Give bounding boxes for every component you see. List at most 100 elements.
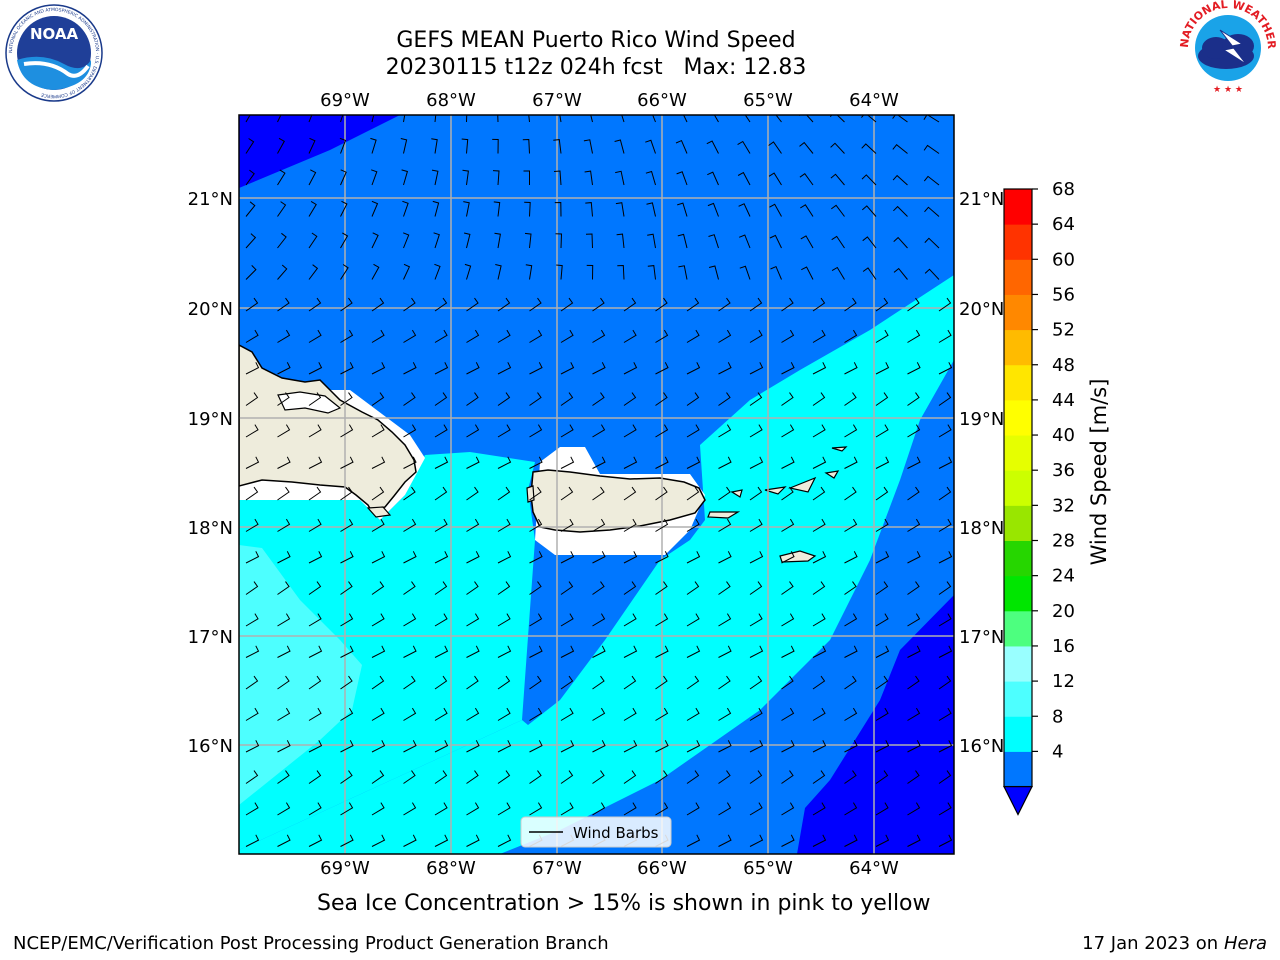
lat-label: 21°N: [188, 189, 233, 210]
colorbar-tick-label: 48: [1052, 355, 1075, 376]
wind-barb: [308, 707, 322, 721]
wind-barb: [277, 201, 287, 217]
wind-barb: [655, 707, 669, 721]
sea-ice-caption: Sea Ice Concentration > 15% is shown in …: [317, 891, 931, 916]
wind-barb: [749, 551, 764, 564]
wind-barb: [718, 675, 731, 690]
lat-label: 18°N: [959, 518, 1004, 539]
wind-barb: [277, 362, 291, 375]
wind-barb: [617, 264, 625, 280]
wind-barb: [308, 834, 323, 847]
wind-barb: [340, 834, 354, 847]
colorbar-tick-label: 40: [1052, 425, 1075, 446]
colorbar: 68 64 60 56 52 48 44 40 36 32 28 24 20 16 12 8 4: [1003, 179, 1075, 816]
wind-barb: [583, 139, 593, 154]
wind-barb: [875, 456, 890, 469]
footer-date-text: 17 Jan 2023 on: [1082, 933, 1224, 954]
wind-barb: [524, 232, 532, 249]
wind-barb: [434, 518, 448, 532]
wind-barb: [434, 802, 448, 816]
wind-barb: [801, 266, 814, 280]
wind-barb: [623, 518, 637, 532]
wind-barb: [497, 329, 511, 343]
colorbar-segment: [1004, 294, 1032, 331]
wind-barb: [686, 581, 700, 595]
wind-barb: [245, 707, 259, 721]
wind-barb: [645, 170, 656, 186]
colorbar-segment: [1004, 540, 1032, 577]
wind-barb: [560, 675, 574, 690]
colorbar-segment: [1004, 435, 1032, 471]
wind-barb: [371, 424, 385, 438]
wind-barb: [923, 115, 940, 123]
wind-barb: [585, 233, 593, 249]
wind-barb: [560, 581, 574, 595]
band-0-4-southeast: [797, 595, 954, 854]
wind-barb: [308, 486, 322, 501]
wind-barb: [529, 802, 543, 816]
wind-barb: [560, 518, 574, 532]
wind-barb: [277, 486, 290, 501]
wind-barb: [861, 174, 877, 186]
wind-barb: [800, 204, 814, 217]
wind-barb: [560, 770, 574, 784]
wind-barb: [371, 232, 379, 249]
colorbar-segment: [1004, 681, 1032, 717]
wind-barb: [371, 392, 385, 406]
wind-barb: [655, 551, 669, 564]
wind-barb: [718, 645, 732, 658]
samana-bay: [277, 391, 342, 414]
bvi-island: [787, 476, 817, 493]
sombrero-island: [831, 446, 848, 452]
wind-barb: [875, 675, 889, 690]
wind-barb: [875, 551, 890, 564]
lat-label: 18°N: [188, 518, 233, 539]
wind-barb: [522, 138, 530, 154]
band-8-12-east: [239, 275, 954, 854]
wind-barb: [749, 802, 763, 816]
culebra-island: [730, 489, 743, 498]
wind-barb: [907, 802, 921, 816]
wind-barb: [769, 234, 782, 249]
wind-barb: [718, 581, 731, 595]
wind-barb: [800, 235, 814, 249]
wind-barb: [907, 613, 921, 627]
wind-barb: [686, 613, 700, 627]
wind-barb: [592, 707, 606, 721]
lon-label: 64°W: [849, 90, 899, 111]
wind-barb: [245, 169, 255, 186]
wind-barb: [769, 203, 782, 217]
wind-barb: [749, 740, 764, 753]
lat-label: 16°N: [188, 736, 233, 757]
colorbar-segment: [1004, 364, 1032, 401]
wind-barb: [749, 834, 764, 847]
wind-barb: [686, 770, 700, 784]
colorbar-tick-label: 52: [1052, 320, 1075, 341]
wind-barb: [277, 613, 291, 627]
wind-barb: [938, 613, 952, 627]
wind-barb: [497, 613, 511, 627]
wind-barb: [371, 169, 378, 186]
wind-barb: [434, 551, 449, 564]
wind-barb: [277, 518, 291, 532]
wind-barb: [749, 518, 763, 532]
wind-barb: [497, 645, 512, 658]
wind-barb: [892, 115, 908, 123]
wind-barb: [277, 834, 291, 847]
lat-label: 19°N: [959, 409, 1004, 430]
wind-barb: [713, 115, 719, 123]
wind-barb: [718, 329, 732, 343]
wind-barb: [590, 115, 593, 123]
wind-barb: [686, 424, 700, 438]
colorbar-tick-label: 16: [1052, 636, 1075, 657]
wind-barb: [434, 362, 449, 375]
noaa-wordmark: NOAA: [30, 25, 79, 43]
wind-barb: [844, 770, 857, 784]
wind-barb: [560, 297, 574, 312]
wind-barb: [431, 138, 438, 154]
lon-labels-top: 69°W 68°W 67°W 66°W 65°W 64°W: [320, 90, 899, 111]
wind-barb: [861, 115, 877, 123]
wind-barb: [466, 486, 479, 501]
wind-barb: [524, 201, 531, 217]
lon-label: 67°W: [532, 90, 582, 111]
